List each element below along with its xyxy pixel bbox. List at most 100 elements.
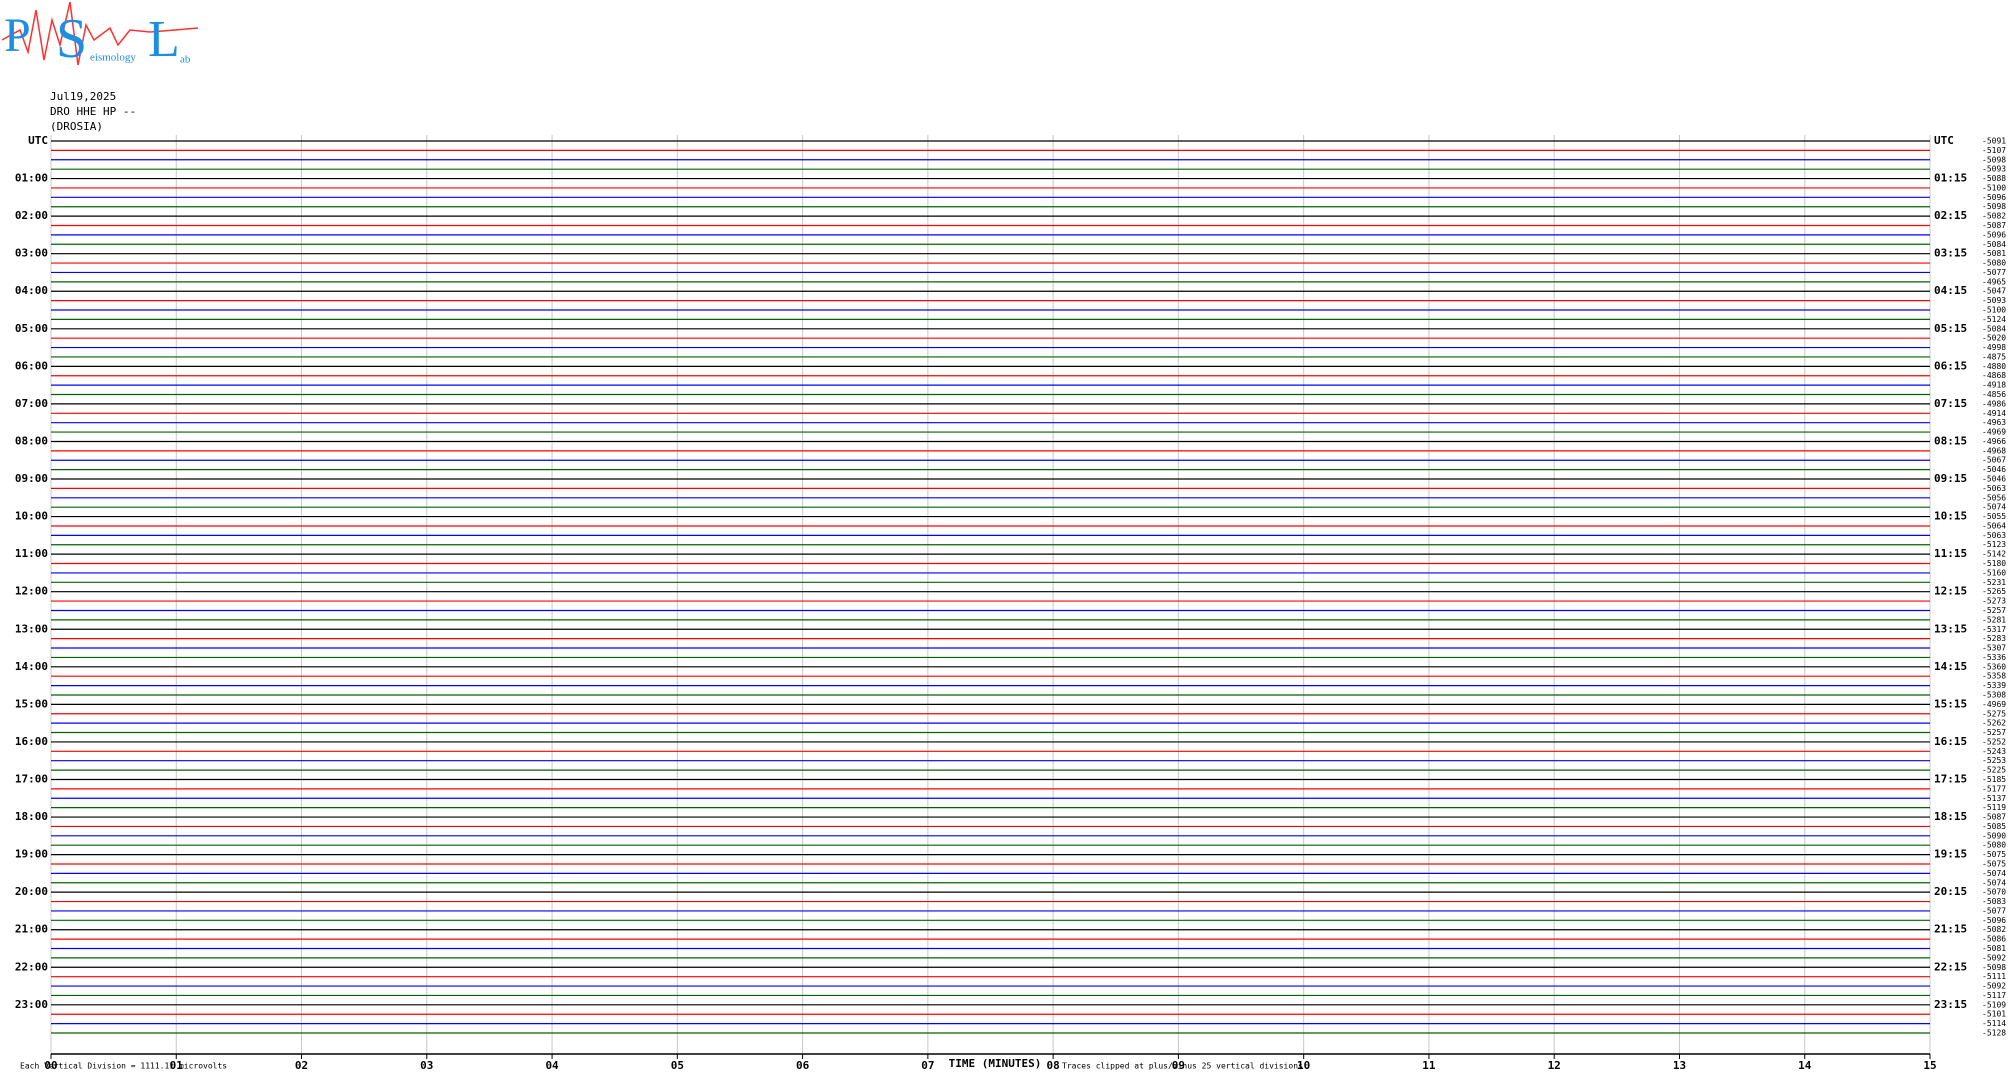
trace-offset: -4868: [1982, 371, 2006, 380]
trace-offset: -5084: [1982, 324, 2006, 333]
trace-offset: -5177: [1982, 784, 2006, 793]
time-label-left: 13:00: [15, 622, 48, 635]
trace-offset: -5109: [1982, 1000, 2006, 1009]
time-label-left: 23:00: [15, 998, 48, 1011]
trace-offset: -5124: [1982, 315, 2006, 324]
x-tick-label: 00: [44, 1059, 57, 1072]
time-label-right: 17:15: [1934, 772, 1967, 785]
trace-offset: -5252: [1982, 737, 2006, 746]
trace-offset: -5080: [1982, 841, 2006, 850]
time-label-right: 19:15: [1934, 848, 1967, 861]
trace-offset: -5308: [1982, 690, 2006, 699]
trace-offset: -5225: [1982, 766, 2006, 775]
trace-offset: -5358: [1982, 672, 2006, 681]
x-tick-label: 02: [295, 1059, 308, 1072]
trace-offset: -5231: [1982, 578, 2006, 587]
time-label-left: 09:00: [15, 472, 48, 485]
trace-offset: -5100: [1982, 306, 2006, 315]
trace-offset: -5098: [1982, 202, 2006, 211]
logo-s: S: [56, 8, 87, 70]
time-label-left: 12:00: [15, 585, 48, 598]
trace-offset: -5074: [1982, 869, 2006, 878]
trace-offset: -5101: [1982, 1010, 2006, 1019]
trace-offset: -5046: [1982, 465, 2006, 474]
x-tick-label: 09: [1172, 1059, 1185, 1072]
trace-offset: -5077: [1982, 906, 2006, 915]
trace-offset: -5096: [1982, 230, 2006, 239]
scale-note: Each Vertical Division = 1111.11 microvo…: [20, 1062, 227, 1071]
x-tick-label: 03: [420, 1059, 433, 1072]
logo-sub: ab: [180, 54, 191, 66]
trace-offset: -4998: [1982, 343, 2006, 352]
trace-offset: -5281: [1982, 615, 2006, 624]
trace-offset: -4969: [1982, 700, 2006, 709]
x-tick-label: 11: [1422, 1059, 1436, 1072]
time-label-right: 01:15: [1934, 172, 1967, 185]
time-label-left: 04:00: [15, 284, 48, 297]
trace-offset: -4986: [1982, 399, 2006, 408]
x-tick-label: 01: [170, 1059, 184, 1072]
trace-offset: -5098: [1982, 963, 2006, 972]
clip-note: Traces clipped at plus/minus 25 vertical…: [1062, 1062, 1303, 1071]
trace-offset: -5275: [1982, 709, 2006, 718]
x-tick-label: 07: [921, 1059, 934, 1072]
trace-offset: -5084: [1982, 240, 2006, 249]
trace-offset: -5091: [1982, 137, 2006, 146]
time-label-left: 15:00: [15, 697, 48, 710]
station: DRO HHE HP --: [50, 105, 136, 118]
x-tick-label: 12: [1548, 1059, 1561, 1072]
time-label-left: 07:00: [15, 397, 48, 410]
time-label-left: 14:00: [15, 660, 48, 673]
trace-offset: -5128: [1982, 1029, 2006, 1038]
trace-offset: -5075: [1982, 859, 2006, 868]
trace-offset: -5243: [1982, 747, 2006, 756]
trace-offset: -5273: [1982, 597, 2006, 606]
trace-offset: -4963: [1982, 418, 2006, 427]
time-label-left: 10:00: [15, 510, 48, 523]
time-label-right: 22:15: [1934, 960, 1967, 973]
trace-offset: -5074: [1982, 878, 2006, 887]
x-tick-label: 15: [1923, 1059, 1936, 1072]
trace-offset: -5047: [1982, 287, 2006, 296]
time-label-right: 05:15: [1934, 322, 1967, 335]
trace-offset: -5081: [1982, 944, 2006, 953]
trace-offset: -5063: [1982, 484, 2006, 493]
trace-offset: -5092: [1982, 953, 2006, 962]
trace-offset: -5336: [1982, 653, 2006, 662]
trace-offset: -5142: [1982, 550, 2006, 559]
trace-offset: -5081: [1982, 249, 2006, 258]
x-tick-label: 08: [1047, 1059, 1060, 1072]
trace-offset: -5086: [1982, 935, 2006, 944]
trace-offset: -5096: [1982, 916, 2006, 925]
trace-offset: -4914: [1982, 409, 2006, 418]
trace-offset: -5070: [1982, 888, 2006, 897]
time-label-right: 18:15: [1934, 810, 1967, 823]
trace-offset: -5077: [1982, 268, 2006, 277]
trace-offset: -5100: [1982, 183, 2006, 192]
time-label-left: 21:00: [15, 923, 48, 936]
time-label-right: 02:15: [1934, 209, 1967, 222]
trace-offset: -5063: [1982, 531, 2006, 540]
x-tick-label: 10: [1297, 1059, 1310, 1072]
time-label-left: 20:00: [15, 885, 48, 898]
trace-offset: -5056: [1982, 493, 2006, 502]
trace-offset: -5257: [1982, 606, 2006, 615]
x-tick-label: 04: [545, 1059, 559, 1072]
trace-offset: -4969: [1982, 428, 2006, 437]
time-label-left: 06:00: [15, 359, 48, 372]
x-tick-label: 06: [796, 1059, 810, 1072]
trace-offset: -5087: [1982, 813, 2006, 822]
site: (DROSIA): [50, 120, 103, 133]
time-label-left: 17:00: [15, 772, 48, 785]
x-tick-label: 14: [1798, 1059, 1812, 1072]
trace-offset: -4968: [1982, 446, 2006, 455]
time-label-right: 09:15: [1934, 472, 1967, 485]
trace-offset: -5123: [1982, 540, 2006, 549]
trace-offset: -5111: [1982, 972, 2006, 981]
trace-offset: -5092: [1982, 982, 2006, 991]
trace-offset: -5185: [1982, 775, 2006, 784]
time-label-left: 18:00: [15, 810, 48, 823]
time-label-right: 20:15: [1934, 885, 1967, 898]
time-label-right: UTC: [1934, 134, 1954, 147]
